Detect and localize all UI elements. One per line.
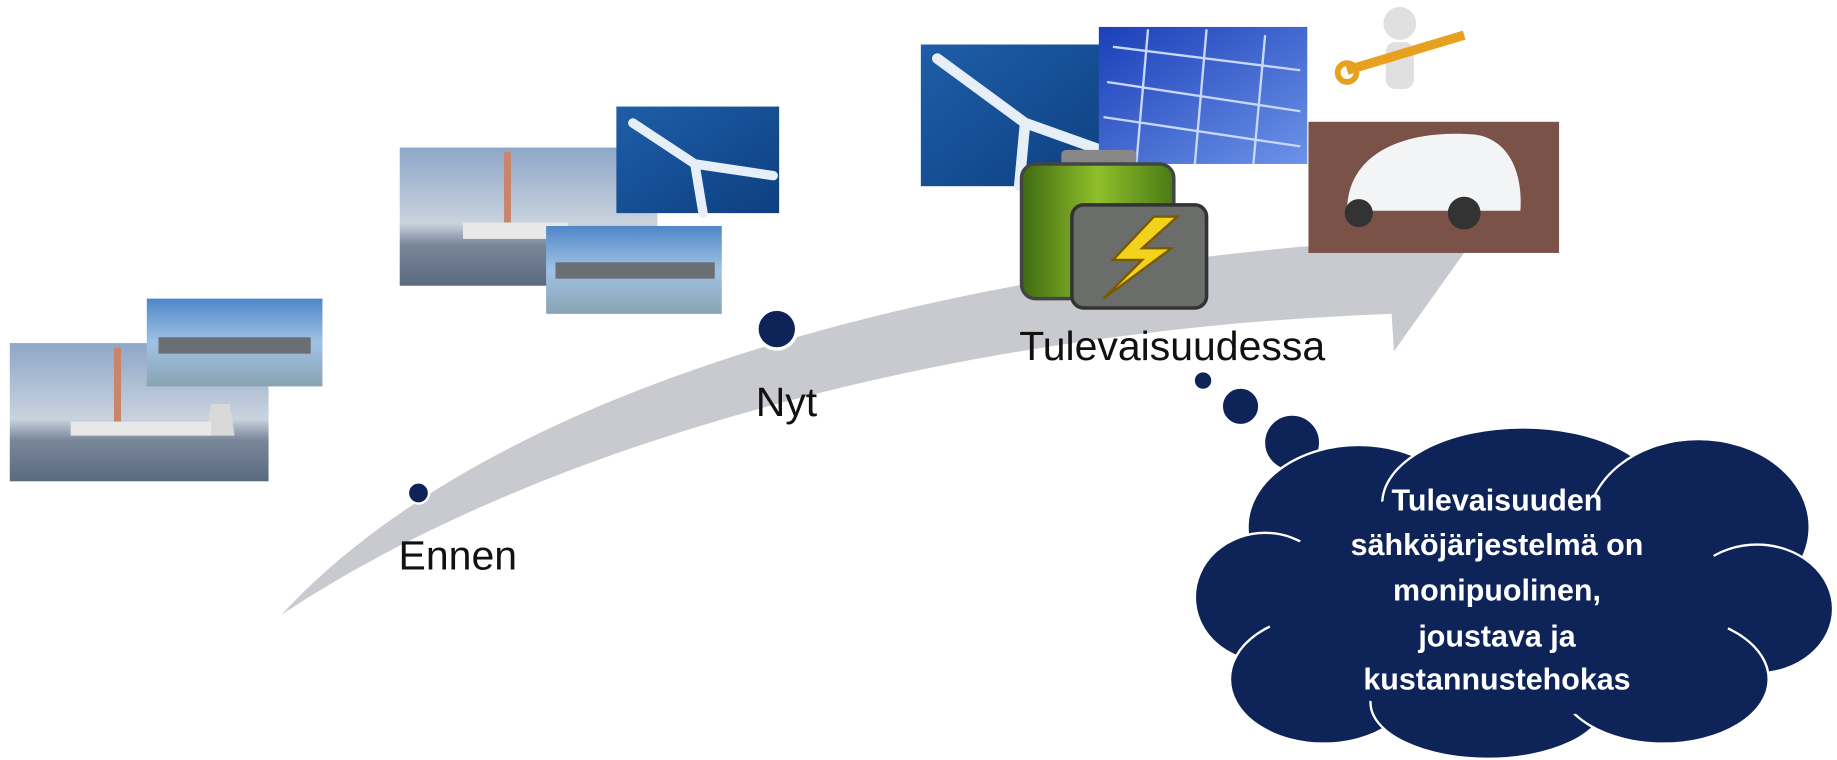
thought-cloud xyxy=(1194,371,1833,759)
key-figure-icon xyxy=(1338,7,1464,89)
electric-car-photo xyxy=(1308,122,1559,253)
cloud-text: Tulevaisuuden xyxy=(1392,483,1603,517)
battery-icon xyxy=(1022,150,1207,308)
cloud-text: joustava ja xyxy=(1417,619,1576,653)
stage-label: Ennen xyxy=(399,532,517,578)
solar-panel-photo xyxy=(1099,27,1307,164)
stage-dot xyxy=(408,482,429,503)
plant-photo xyxy=(546,226,722,314)
stage-label: Tulevaisuudessa xyxy=(1019,323,1325,369)
cloud-text: sähköjärjestelmä on xyxy=(1351,528,1644,562)
cloud-text: monipuolinen, xyxy=(1393,574,1601,608)
plant-photo xyxy=(147,299,323,387)
diagram: Ennen Nyt Tulevaisuudessa Tulevaisuuden … xyxy=(0,0,1837,760)
stage-dot xyxy=(757,309,797,349)
wind-turbine-photo xyxy=(616,107,779,214)
stage-label: Nyt xyxy=(756,379,818,425)
cloud-text: kustannustehokas xyxy=(1363,663,1630,697)
page: {"stages": [{"label": "Ennen"}, {"label"… xyxy=(0,0,1837,760)
